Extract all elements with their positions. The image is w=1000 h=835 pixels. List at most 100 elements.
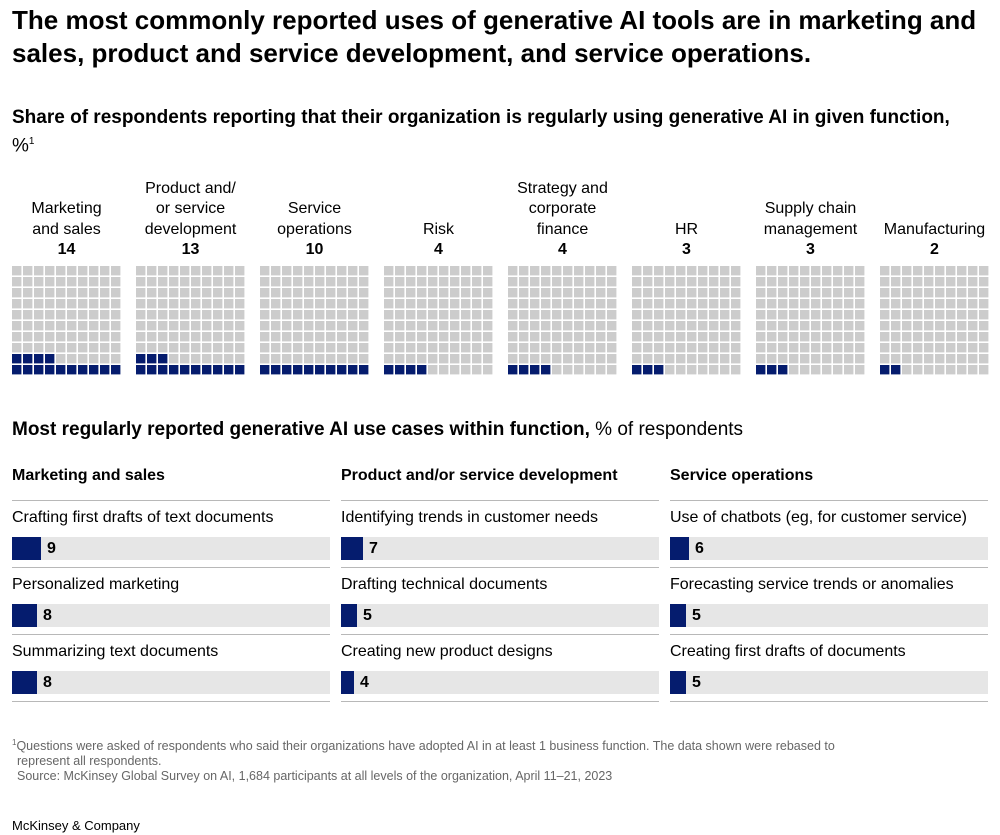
waffle-subtitle-footnote-mark: 1 (28, 136, 35, 147)
waffle-cell-empty (767, 288, 777, 298)
waffle-cell-filled (282, 365, 292, 375)
waffle-cell-empty (519, 310, 529, 320)
waffle-cell-empty (417, 266, 427, 276)
waffle-cell-empty (395, 354, 405, 364)
waffle-value-label: 13 (181, 241, 200, 258)
waffle-cell-empty (844, 332, 854, 342)
waffle-cell-empty (519, 343, 529, 353)
waffle-cell-empty (935, 343, 945, 353)
waffle-cell-filled (293, 365, 303, 375)
waffle-cell-empty (654, 354, 664, 364)
waffle-cell-empty (789, 354, 799, 364)
waffle-cell-empty (100, 310, 110, 320)
waffle-cell-empty (337, 266, 347, 276)
waffle-cell-empty (147, 266, 157, 276)
waffle-column: Supply chain management 3 (756, 176, 865, 375)
waffle-cell-empty (946, 321, 956, 331)
waffle-cell-empty (348, 332, 358, 342)
usecase-row: Drafting technical documents 5 (341, 568, 659, 635)
waffle-cell-empty (822, 365, 832, 375)
waffle-cell-empty (687, 299, 697, 309)
waffle-cell-empty (880, 332, 890, 342)
waffle-cell-empty (643, 288, 653, 298)
waffle-cell-empty (822, 332, 832, 342)
usecase-bar-track: 4 (341, 671, 659, 694)
waffle-cell-empty (720, 266, 730, 276)
waffle-cell-filled (89, 365, 99, 375)
waffle-cell-empty (844, 310, 854, 320)
waffle-cell-empty (450, 277, 460, 287)
waffle-cell-empty (406, 310, 416, 320)
waffle-cell-empty (461, 288, 471, 298)
waffle-cell-empty (789, 365, 799, 375)
waffle-cell-empty (822, 277, 832, 287)
waffle-cell-empty (676, 288, 686, 298)
waffle-cell-empty (100, 332, 110, 342)
waffle-grid (12, 266, 121, 375)
waffle-cell-empty (709, 343, 719, 353)
waffle-cell-empty (213, 288, 223, 298)
waffle-cell-empty (855, 310, 865, 320)
waffle-cell-empty (902, 343, 912, 353)
waffle-cell-empty (147, 321, 157, 331)
waffle-cell-empty (483, 343, 493, 353)
waffle-value-label: 14 (57, 241, 76, 258)
waffle-cell-empty (541, 343, 551, 353)
waffle-cell-empty (348, 299, 358, 309)
waffle-grid (384, 266, 493, 375)
waffle-cell-empty (833, 266, 843, 276)
waffle-cell-empty (855, 321, 865, 331)
waffle-cell-empty (552, 266, 562, 276)
waffle-cell-empty (800, 332, 810, 342)
waffle-cell-empty (585, 343, 595, 353)
waffle-cell-empty (880, 266, 890, 276)
usecase-row: Summarizing text documents 8 (12, 635, 330, 702)
waffle-cell-empty (833, 288, 843, 298)
waffle-cell-empty (607, 266, 617, 276)
waffle-cell-empty (957, 343, 967, 353)
waffle-cell-filled (56, 365, 66, 375)
waffle-cell-empty (698, 343, 708, 353)
waffle-cell-empty (428, 321, 438, 331)
waffle-cell-empty (698, 299, 708, 309)
waffle-cell-empty (789, 299, 799, 309)
waffle-cell-empty (698, 310, 708, 320)
waffle-cell-empty (574, 343, 584, 353)
usecase-label: Summarizing text documents (12, 643, 219, 660)
waffle-cell-empty (541, 310, 551, 320)
waffle-cell-empty (461, 310, 471, 320)
waffle-cell-empty (158, 277, 168, 287)
waffle-cell-empty (968, 266, 978, 276)
usecase-bar-track: 6 (670, 537, 988, 560)
waffle-cell-empty (158, 343, 168, 353)
waffle-cell-empty (800, 288, 810, 298)
waffle-cell-empty (461, 343, 471, 353)
waffle-cell-empty (946, 343, 956, 353)
waffle-cell-empty (530, 288, 540, 298)
waffle-cell-empty (450, 354, 460, 364)
waffle-cell-empty (260, 266, 270, 276)
waffle-cell-empty (607, 343, 617, 353)
waffle-cell-empty (676, 343, 686, 353)
waffle-cell-empty (78, 354, 88, 364)
waffle-cell-empty (687, 365, 697, 375)
waffle-cell-empty (224, 288, 234, 298)
waffle-cell-empty (665, 343, 675, 353)
waffle-cell-empty (461, 321, 471, 331)
waffle-cell-empty (337, 299, 347, 309)
usecase-value-label: 6 (695, 540, 704, 557)
waffle-cell-empty (946, 332, 956, 342)
waffle-cell-empty (213, 354, 223, 364)
waffle-cell-empty (913, 299, 923, 309)
waffle-cell-empty (213, 321, 223, 331)
waffle-cell-empty (541, 354, 551, 364)
waffle-cell-empty (924, 277, 934, 287)
waffle-cell-filled (235, 365, 245, 375)
waffle-value-label: 4 (434, 241, 443, 258)
waffle-category-label: Product and/or service development (136, 176, 245, 240)
waffle-cell-empty (191, 299, 201, 309)
waffle-cell-empty (359, 299, 369, 309)
waffle-cell-empty (833, 354, 843, 364)
waffle-cell-filled (891, 365, 901, 375)
waffle-cell-empty (67, 288, 77, 298)
